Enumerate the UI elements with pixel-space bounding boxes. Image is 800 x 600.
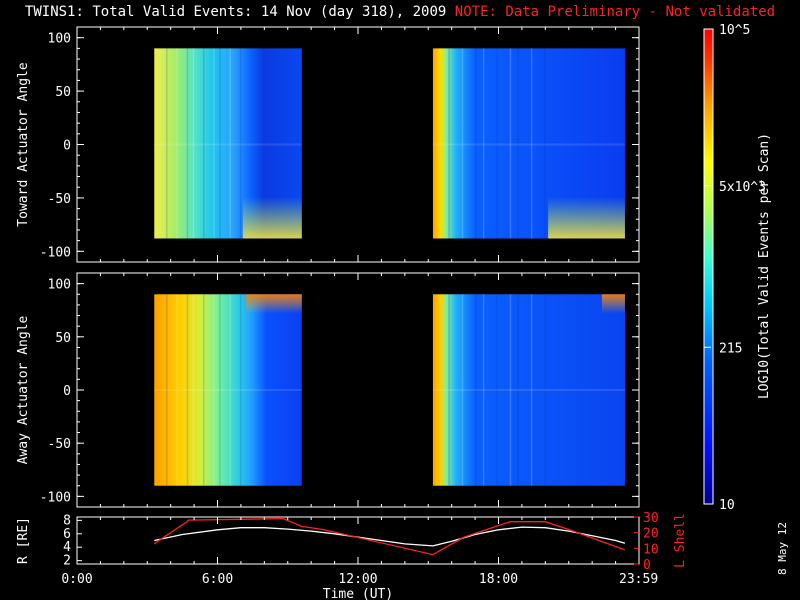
heatmap-streak <box>482 48 485 239</box>
heatmap-streak <box>448 48 450 239</box>
heatmap-streak <box>475 294 477 486</box>
ytick-label: -100 <box>40 245 71 260</box>
heatmap-tail-warm <box>242 196 302 239</box>
heatmap-streak <box>229 48 232 239</box>
chart-title: TWINS1: Total Valid Events: 14 Nov (day … <box>0 4 800 20</box>
heatmap-streak <box>475 48 477 239</box>
heatmap-streak <box>166 48 168 239</box>
heatmap-streak <box>239 294 242 486</box>
ytick-label: 100 <box>48 32 71 47</box>
ylabel-toward: Toward Actuator Angle <box>16 62 31 227</box>
orbit-ytick-right-label: 10 <box>643 542 659 557</box>
heatmap-streak <box>448 294 450 486</box>
footer-date: 8 May 12 <box>776 522 789 575</box>
colorbar <box>703 28 714 505</box>
heatmap-streak <box>461 48 464 239</box>
orbit-ytick-left-label: 2 <box>63 554 71 569</box>
radius-line <box>154 526 626 547</box>
heatmap-streak <box>229 294 232 486</box>
lshell-line <box>153 517 626 556</box>
ytick-label: -50 <box>48 437 71 452</box>
heatmap-streak <box>517 294 519 486</box>
xlabel: Time (UT) <box>323 587 393 600</box>
heatmap-streak <box>192 48 195 239</box>
title-note: NOTE: Data Preliminary - Not validated <box>454 4 776 20</box>
heatmap-streak <box>166 294 168 486</box>
heatmap-streak <box>202 294 205 486</box>
colorbar-tick-label: 10 <box>719 498 735 513</box>
heatmap-streak <box>509 48 512 239</box>
colorbar-tick-label: 10^5 <box>719 23 750 38</box>
orbit-ytick-left-label: 8 <box>63 513 71 528</box>
heatmap-streak <box>517 48 519 239</box>
heatmap-top-warm <box>245 294 302 314</box>
orbit-ytick-left-label: 6 <box>63 527 71 542</box>
ylabel-away: Away Actuator Angle <box>16 315 31 464</box>
ytick-label: 50 <box>55 331 71 346</box>
orbit-ytick-left-label: 4 <box>63 540 71 555</box>
orbit-ytick-right-label: 30 <box>643 511 659 526</box>
heatmap-streak <box>219 294 221 486</box>
heatmap-streak <box>544 294 546 486</box>
ytick-label: 0 <box>63 139 71 154</box>
colorbar-ticks: 10^5 5x10^3 215 10 <box>704 23 766 513</box>
heatmap-streak <box>509 294 512 486</box>
colorbar-label: LOG10(Total Valid Events per Scan) <box>757 133 772 399</box>
heatmap-streak <box>213 48 215 239</box>
heatmap-streak <box>461 294 464 486</box>
xtick-label: 23:59 <box>619 572 658 587</box>
heatmap-streak <box>496 294 498 486</box>
heatmap-streak <box>482 294 485 486</box>
heatmap-tail-warm <box>548 196 625 239</box>
heatmap-streak <box>219 48 221 239</box>
heatmap-streak <box>186 48 189 239</box>
heatmap-streak <box>176 48 178 239</box>
heatmap-streak <box>530 294 533 486</box>
ytick-label: 0 <box>63 384 71 399</box>
heatmap-streak <box>496 48 498 239</box>
heatmap-streak <box>544 48 546 239</box>
orbit-ytick-right-label: 20 <box>643 527 659 542</box>
heatmap-streak <box>239 48 242 239</box>
ytick-label: 50 <box>55 85 71 100</box>
ytick-label: -100 <box>40 490 71 505</box>
heatmap-block-away-2 <box>432 294 625 486</box>
heatmap-streak <box>202 48 205 239</box>
heatmap-overlays <box>154 48 625 486</box>
heatmap-streak <box>192 294 195 486</box>
orbit-ylabel-left: R [RE] <box>16 517 31 564</box>
colorbar-tick-label: 5x10^3 <box>719 180 766 195</box>
heatmap-streak <box>530 48 533 239</box>
xtick-label: 0:00 <box>61 572 92 587</box>
xtick-label: 12:00 <box>338 572 377 587</box>
xtick-label: 6:00 <box>202 572 233 587</box>
heatmap-block-away-1 <box>154 294 302 486</box>
title-main: TWINS1: Total Valid Events: 14 Nov (day … <box>24 4 447 20</box>
xtick-label: 18:00 <box>479 572 518 587</box>
orbit-ytick-right-label: 0 <box>643 558 651 573</box>
ytick-label: -50 <box>48 192 71 207</box>
heatmap-streak <box>176 294 178 486</box>
orbit-panel-frame <box>76 516 640 565</box>
heatmap-streak <box>186 294 189 486</box>
ytick-label: 100 <box>48 278 71 293</box>
heatmap-streak <box>213 294 215 486</box>
heatmap-top-warm <box>601 294 625 314</box>
colorbar-tick-label: 215 <box>719 341 742 356</box>
orbit-ylabel-right: L Shell <box>673 513 688 568</box>
